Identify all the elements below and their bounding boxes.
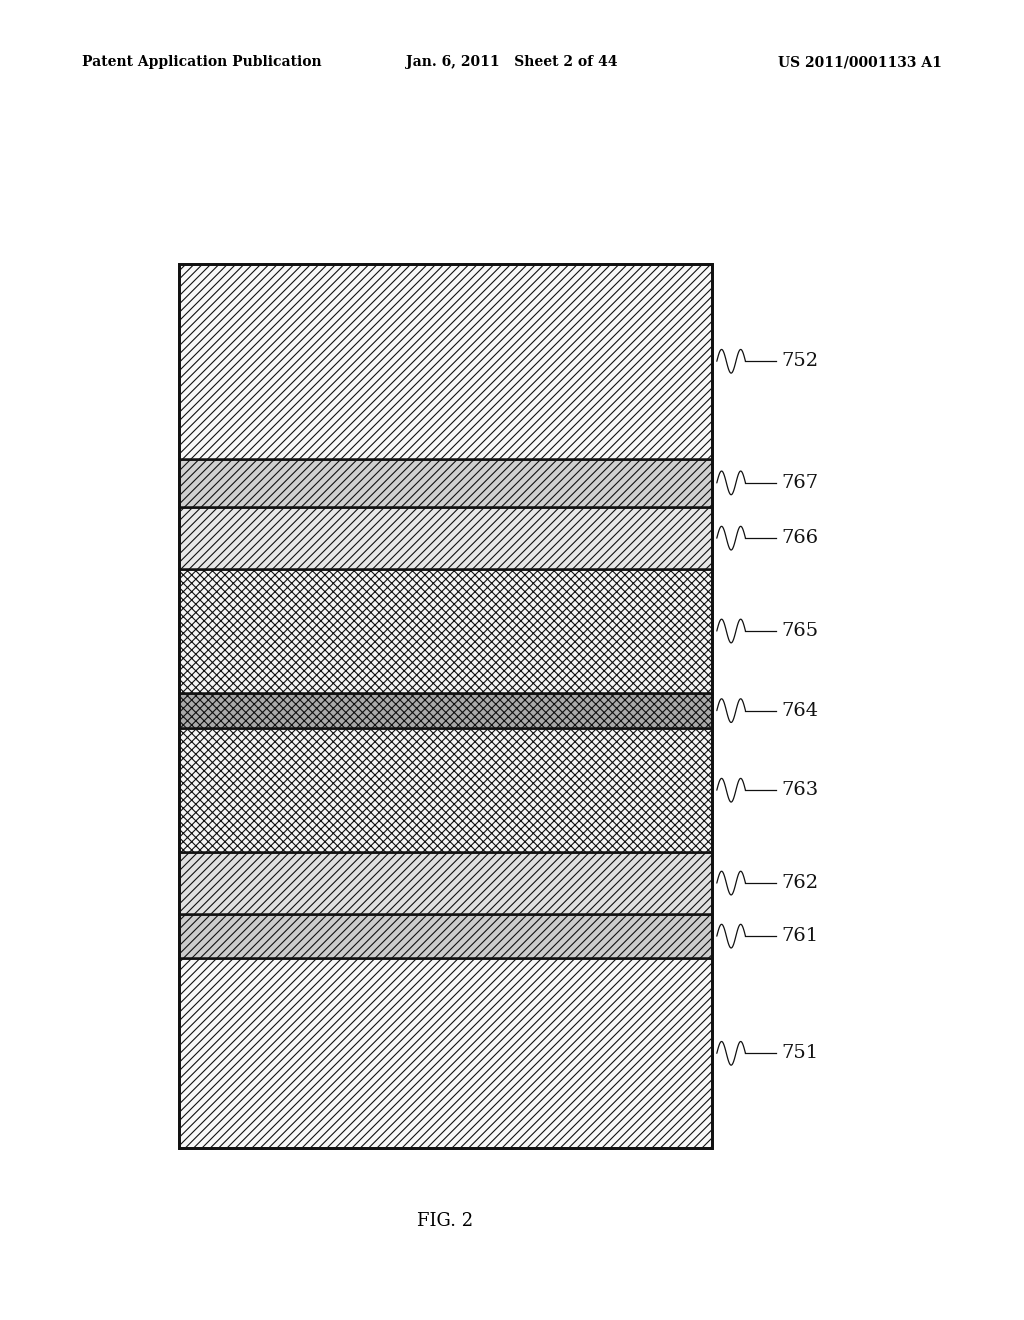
Text: 751: 751: [781, 1044, 818, 1063]
Bar: [179, 507, 712, 569]
Bar: [179, 693, 712, 729]
Text: Jan. 6, 2011   Sheet 2 of 44: Jan. 6, 2011 Sheet 2 of 44: [407, 55, 617, 70]
Text: 766: 766: [781, 529, 818, 548]
Bar: [179, 264, 712, 458]
Text: 765: 765: [781, 622, 818, 640]
Bar: [179, 569, 712, 693]
Text: 767: 767: [781, 474, 818, 492]
Text: 762: 762: [781, 874, 818, 892]
Text: 764: 764: [781, 702, 818, 719]
Text: FIG. 2: FIG. 2: [418, 1212, 473, 1230]
Bar: [179, 958, 712, 1148]
Text: US 2011/0001133 A1: US 2011/0001133 A1: [778, 55, 942, 70]
Text: Patent Application Publication: Patent Application Publication: [82, 55, 322, 70]
Bar: [179, 729, 712, 853]
Text: 752: 752: [781, 352, 818, 371]
Text: 761: 761: [781, 927, 818, 945]
Bar: [179, 458, 712, 507]
Bar: [179, 913, 712, 958]
Text: 763: 763: [781, 781, 818, 799]
Bar: [179, 853, 712, 913]
Bar: [179, 264, 712, 1148]
